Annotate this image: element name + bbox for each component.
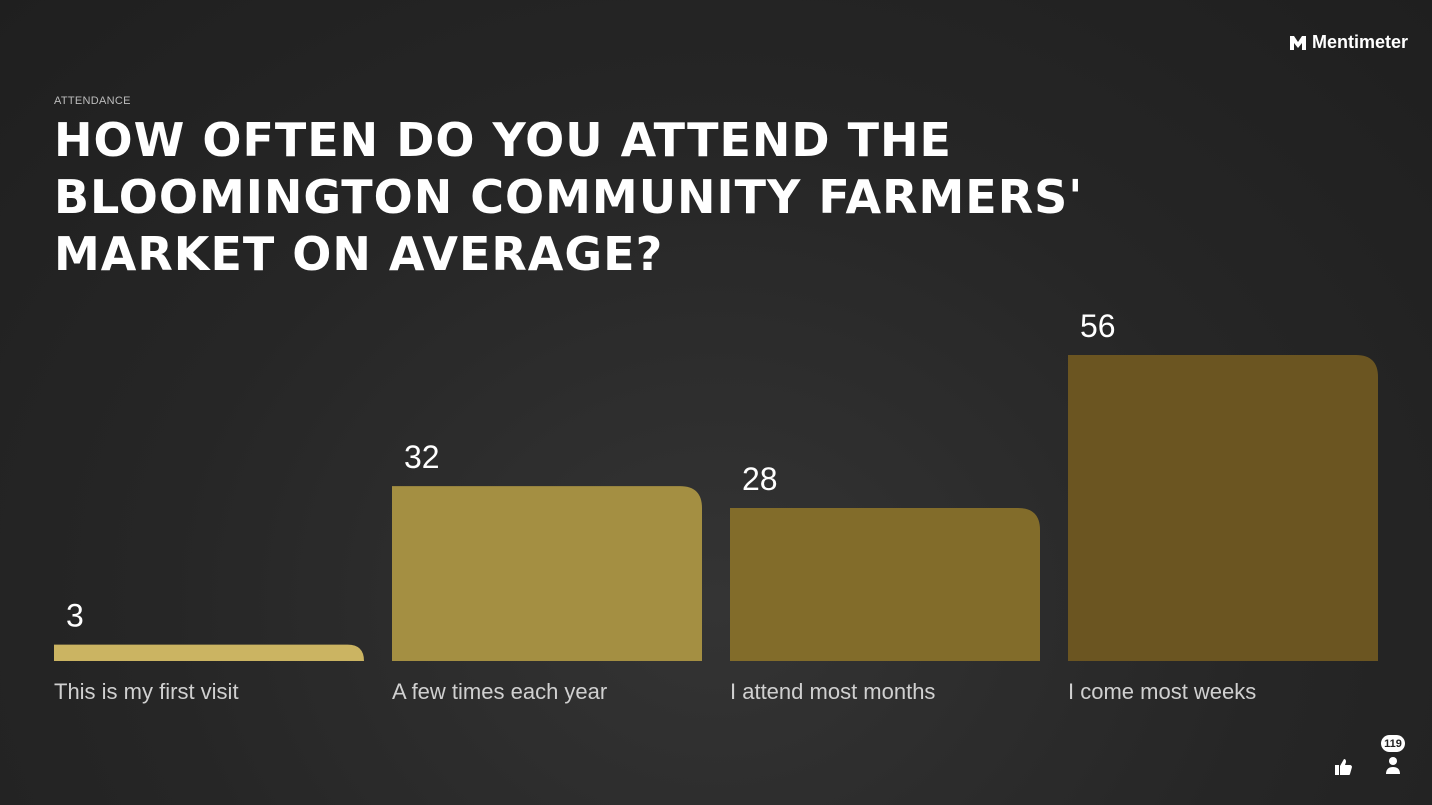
value-label: 3 — [66, 598, 84, 634]
brand: Mentimeter — [1289, 32, 1408, 53]
brand-logo — [1289, 35, 1306, 50]
category-label: I attend most months — [730, 679, 935, 704]
subtitle: ATTENDANCE — [54, 95, 131, 107]
value-label: 28 — [742, 461, 778, 497]
participants-icon — [1386, 757, 1400, 774]
bar — [1068, 355, 1378, 661]
participants-badge — [1381, 735, 1405, 752]
value-label: 32 — [404, 439, 440, 475]
bar — [730, 508, 1040, 661]
like-button[interactable] — [1335, 759, 1352, 775]
bar — [54, 644, 364, 661]
title: HOW OFTEN DO YOU ATTEND THE BLOOMINGTON … — [54, 113, 1084, 281]
participants-count: 119 — [1384, 738, 1402, 750]
value-label: 56 — [1080, 308, 1116, 344]
category-label: I come most weeks — [1068, 679, 1256, 704]
category-label: This is my first visit — [54, 679, 239, 704]
brand-name: Mentimeter — [1311, 32, 1408, 52]
category-label: A few times each year — [392, 679, 607, 704]
bar — [392, 486, 702, 661]
